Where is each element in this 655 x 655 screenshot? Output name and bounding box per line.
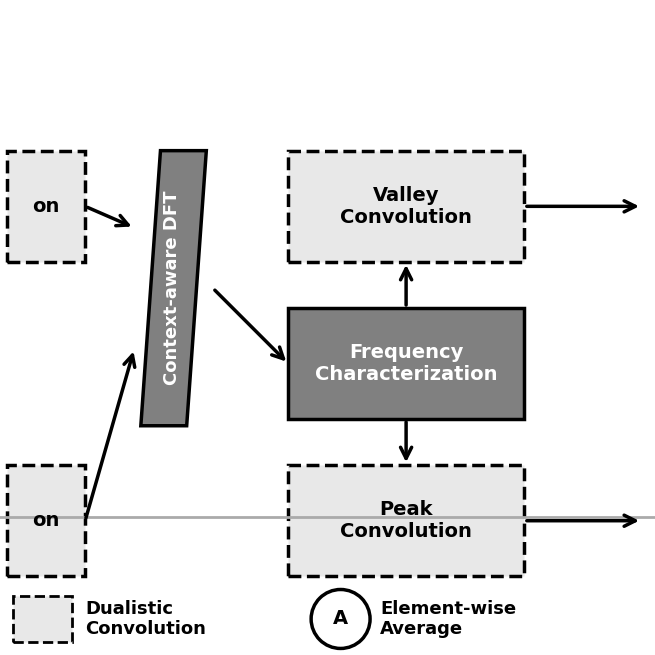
Text: on: on: [32, 196, 60, 216]
FancyBboxPatch shape: [13, 596, 72, 642]
Text: Element-wise
Average: Element-wise Average: [380, 599, 516, 639]
FancyBboxPatch shape: [288, 151, 524, 262]
Text: Context-aware DFT: Context-aware DFT: [163, 191, 181, 385]
Text: Valley
Convolution: Valley Convolution: [340, 186, 472, 227]
Polygon shape: [141, 151, 206, 426]
FancyBboxPatch shape: [288, 308, 524, 419]
FancyBboxPatch shape: [7, 465, 85, 576]
Text: Peak
Convolution: Peak Convolution: [340, 500, 472, 541]
Text: Frequency
Characterization: Frequency Characterization: [315, 343, 497, 384]
Text: A: A: [333, 609, 348, 629]
FancyBboxPatch shape: [7, 151, 85, 262]
FancyBboxPatch shape: [288, 465, 524, 576]
Text: on: on: [32, 511, 60, 531]
Text: Dualistic
Convolution: Dualistic Convolution: [85, 599, 206, 639]
